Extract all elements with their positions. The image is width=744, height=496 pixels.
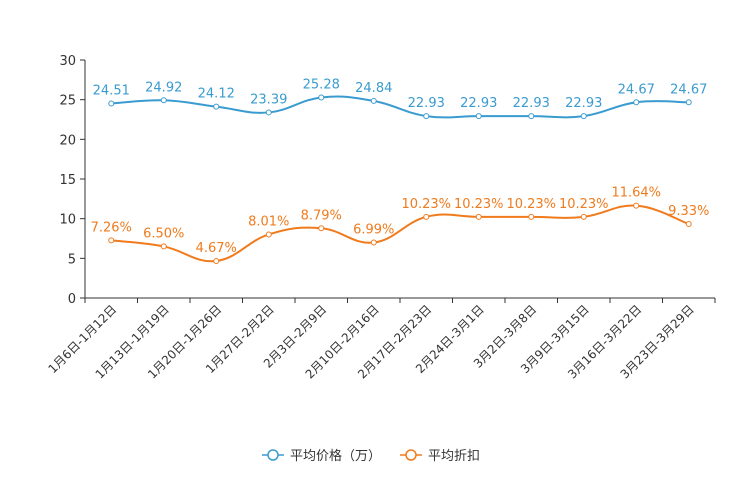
- data-label: 22.93: [408, 96, 445, 111]
- data-label: 22.93: [460, 96, 497, 111]
- data-point: [370, 97, 377, 104]
- data-point: [108, 237, 115, 244]
- data-label: 8.01%: [248, 214, 289, 229]
- data-label: 23.39: [250, 92, 287, 107]
- y-tick-label: 5: [68, 252, 76, 267]
- legend-item-0[interactable]: 平均价格（万）: [262, 448, 381, 464]
- data-labels: 24.51 24.92 24.12 23.39 25.28 24.84 22.93 22.93…: [91, 77, 710, 256]
- y-tick-label: 0: [68, 292, 76, 307]
- legend-label: 平均价格（万）: [290, 448, 381, 464]
- data-label: 24.84: [355, 81, 392, 96]
- data-label: 24.92: [145, 80, 182, 95]
- y-tick-label: 10: [59, 213, 76, 228]
- data-label: 7.26%: [91, 220, 132, 235]
- data-label: 22.93: [513, 96, 550, 111]
- data-point: [633, 99, 640, 106]
- data-label: 10.23%: [559, 197, 609, 212]
- data-point: [265, 231, 272, 238]
- data-label: 22.93: [565, 96, 602, 111]
- data-point: [580, 213, 587, 220]
- legend-label: 平均折扣: [428, 449, 480, 464]
- data-label: 11.64%: [611, 186, 661, 201]
- data-point: [423, 113, 430, 120]
- data-label: 10.23%: [454, 197, 504, 212]
- y-tick-label: 30: [59, 54, 76, 69]
- series-line-0: [111, 95, 689, 119]
- legend[interactable]: 平均价格（万） 平均折扣: [262, 448, 480, 464]
- data-point: [318, 225, 325, 232]
- legend-item-1[interactable]: 平均折扣: [400, 449, 480, 464]
- data-point: [528, 113, 535, 120]
- data-point: [475, 113, 482, 120]
- data-point: [265, 109, 272, 116]
- legend-marker: [405, 449, 417, 461]
- data-point: [370, 239, 377, 246]
- data-label: 25.28: [303, 77, 340, 92]
- data-point: [475, 213, 482, 220]
- data-label: 4.67%: [196, 241, 237, 256]
- data-point: [685, 220, 692, 227]
- data-point: [423, 213, 430, 220]
- y-tick-label: 15: [59, 173, 76, 188]
- data-label: 6.99%: [353, 223, 394, 238]
- data-point: [160, 97, 167, 104]
- data-point: [528, 213, 535, 220]
- data-label: 24.51: [93, 84, 130, 99]
- data-point: [685, 99, 692, 106]
- data-point: [318, 94, 325, 101]
- data-point: [213, 103, 220, 110]
- data-point: [213, 257, 220, 264]
- data-label: 10.23%: [401, 197, 451, 212]
- data-label: 24.67: [618, 82, 655, 97]
- data-label: 8.79%: [301, 208, 342, 223]
- data-label: 6.50%: [143, 226, 184, 241]
- data-point: [580, 113, 587, 120]
- series-line-1: [111, 204, 690, 263]
- data-label: 9.33%: [668, 204, 709, 219]
- y-tick-label: 20: [59, 133, 76, 148]
- data-label: 24.67: [670, 82, 707, 97]
- data-label: 24.12: [198, 87, 235, 102]
- data-point: [160, 243, 167, 250]
- data-point: [108, 100, 115, 107]
- data-label: 10.23%: [506, 197, 556, 212]
- y-tick-label: 25: [59, 94, 76, 109]
- data-point: [633, 202, 640, 209]
- legend-marker: [267, 449, 279, 461]
- series-group: [108, 94, 692, 264]
